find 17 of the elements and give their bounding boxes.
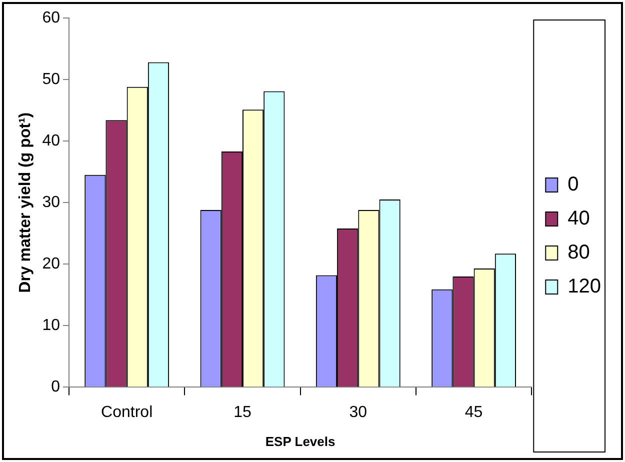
x-tick-label: 15 <box>234 404 252 422</box>
y-tick-label: 20 <box>42 256 60 273</box>
y-tick-label: 0 <box>51 378 60 396</box>
legend-label: 80 <box>568 242 590 264</box>
y-axis-title: Dry matter yield (g pot¹) <box>17 112 34 293</box>
y-tick-label: 50 <box>42 70 60 88</box>
y-tick-label: 30 <box>42 194 60 212</box>
x-axis-title: ESP Levels <box>265 434 336 449</box>
legend-label: 0 <box>568 174 579 196</box>
y-tick-label: 10 <box>42 317 60 334</box>
y-tick-label: 40 <box>42 132 60 150</box>
y-tick-label: 60 <box>42 9 60 26</box>
legend-label: 40 <box>568 208 590 230</box>
x-tick-label: 30 <box>349 404 368 422</box>
x-tick-label: Control <box>101 404 153 422</box>
legend-label: 120 <box>568 276 602 298</box>
x-tick-label: 45 <box>464 404 483 422</box>
